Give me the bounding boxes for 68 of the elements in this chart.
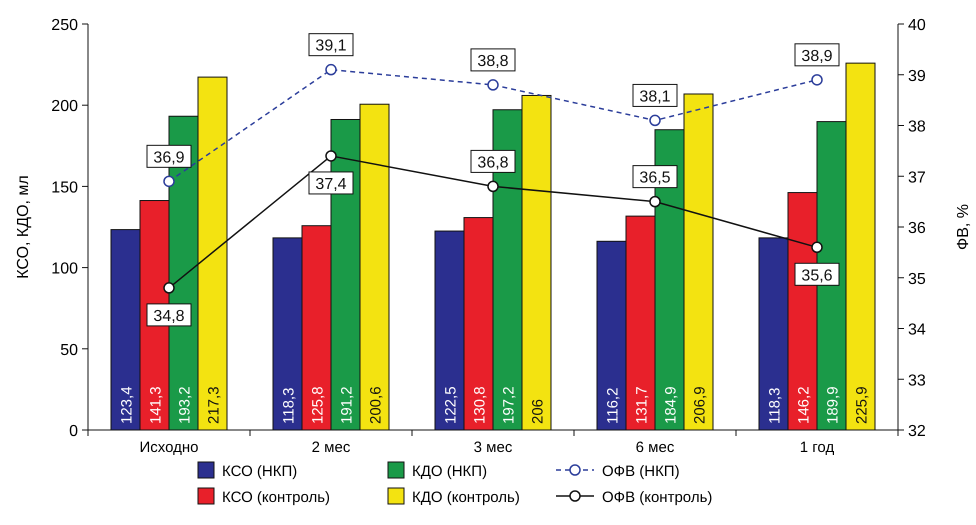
data-label: 123,4: [118, 386, 136, 424]
data-label: 189,9: [824, 386, 842, 424]
point: [325, 64, 337, 76]
data-label: 39,1: [315, 38, 347, 55]
data-label: 141,3: [148, 386, 164, 424]
x-tick-label: 1 год: [800, 439, 834, 456]
x-tick-label: 3 мес: [474, 439, 513, 456]
point: [487, 180, 499, 192]
data-label: 146,2: [796, 386, 812, 424]
y2-tick-label: 38: [908, 118, 926, 136]
y-tick-label: 50: [60, 342, 78, 359]
y2-tick-label: 33: [908, 372, 926, 390]
data-label: 38,8: [477, 52, 509, 70]
data-label: 206,9: [692, 386, 708, 424]
point: [163, 176, 175, 188]
point: [811, 242, 823, 254]
data-label: 130,8: [472, 386, 488, 424]
y2-tick-label: 39: [908, 68, 926, 85]
y2-tick-label: 32: [908, 423, 926, 440]
data-label: 35,6: [801, 267, 833, 284]
y2-axis-title: ФВ, %: [955, 204, 972, 250]
y2-tick-label: 37: [908, 169, 926, 186]
data-label: 36,8: [477, 154, 509, 172]
point: [325, 150, 337, 162]
data-label: 125,8: [310, 386, 326, 424]
legend-label: КДО (контроль): [412, 489, 520, 506]
data-label: 36,5: [639, 170, 671, 187]
point: [487, 79, 499, 91]
data-label: 118,3: [280, 388, 298, 424]
data-label: 191,2: [338, 386, 356, 424]
data-label: 200,6: [368, 386, 384, 424]
legend-label: ОФВ (НКП): [602, 463, 680, 480]
data-label: 225,9: [854, 386, 870, 424]
data-label: 206: [530, 398, 546, 424]
y-tick-label: 250: [51, 17, 78, 34]
x-tick-label: 6 мес: [636, 439, 675, 456]
legend-label: ОФВ (контроль): [602, 489, 712, 506]
legend-label: КСО (НКП): [222, 463, 298, 480]
data-label: 36,9: [153, 149, 185, 166]
y-tick-label: 0: [69, 423, 78, 440]
data-label: 131,7: [634, 386, 650, 424]
y2-tick-label: 35: [908, 270, 926, 288]
y-tick-label: 100: [51, 260, 78, 278]
y-tick-label: 200: [51, 98, 78, 116]
legend-label: КДО (НКП): [412, 463, 488, 480]
point: [649, 114, 661, 126]
data-label: 122,5: [442, 386, 460, 424]
data-label: 38,1: [639, 88, 671, 106]
point: [811, 74, 823, 86]
data-label: 197,2: [500, 386, 518, 424]
data-label: 184,9: [662, 386, 680, 424]
data-label: 38,9: [801, 48, 833, 65]
legend-label: КСО (контроль): [222, 489, 330, 506]
data-label: 118,3: [766, 388, 784, 424]
data-label: 37,4: [315, 176, 347, 193]
y-axis-title: КСО, КДО, мл: [15, 175, 32, 279]
data-label: 116,2: [604, 388, 622, 424]
data-label: 217,3: [206, 386, 222, 424]
x-tick-label: 2 мес: [312, 439, 351, 456]
data-label: 193,2: [176, 386, 194, 424]
x-tick-label: Исходно: [139, 439, 199, 456]
y2-tick-label: 34: [908, 322, 926, 338]
y2-tick-label: 36: [908, 220, 926, 237]
y-tick-label: 150: [51, 179, 78, 196]
point: [163, 282, 175, 294]
point: [649, 196, 661, 208]
y2-tick-label: 40: [908, 17, 926, 34]
data-label: 34,8: [153, 308, 185, 325]
